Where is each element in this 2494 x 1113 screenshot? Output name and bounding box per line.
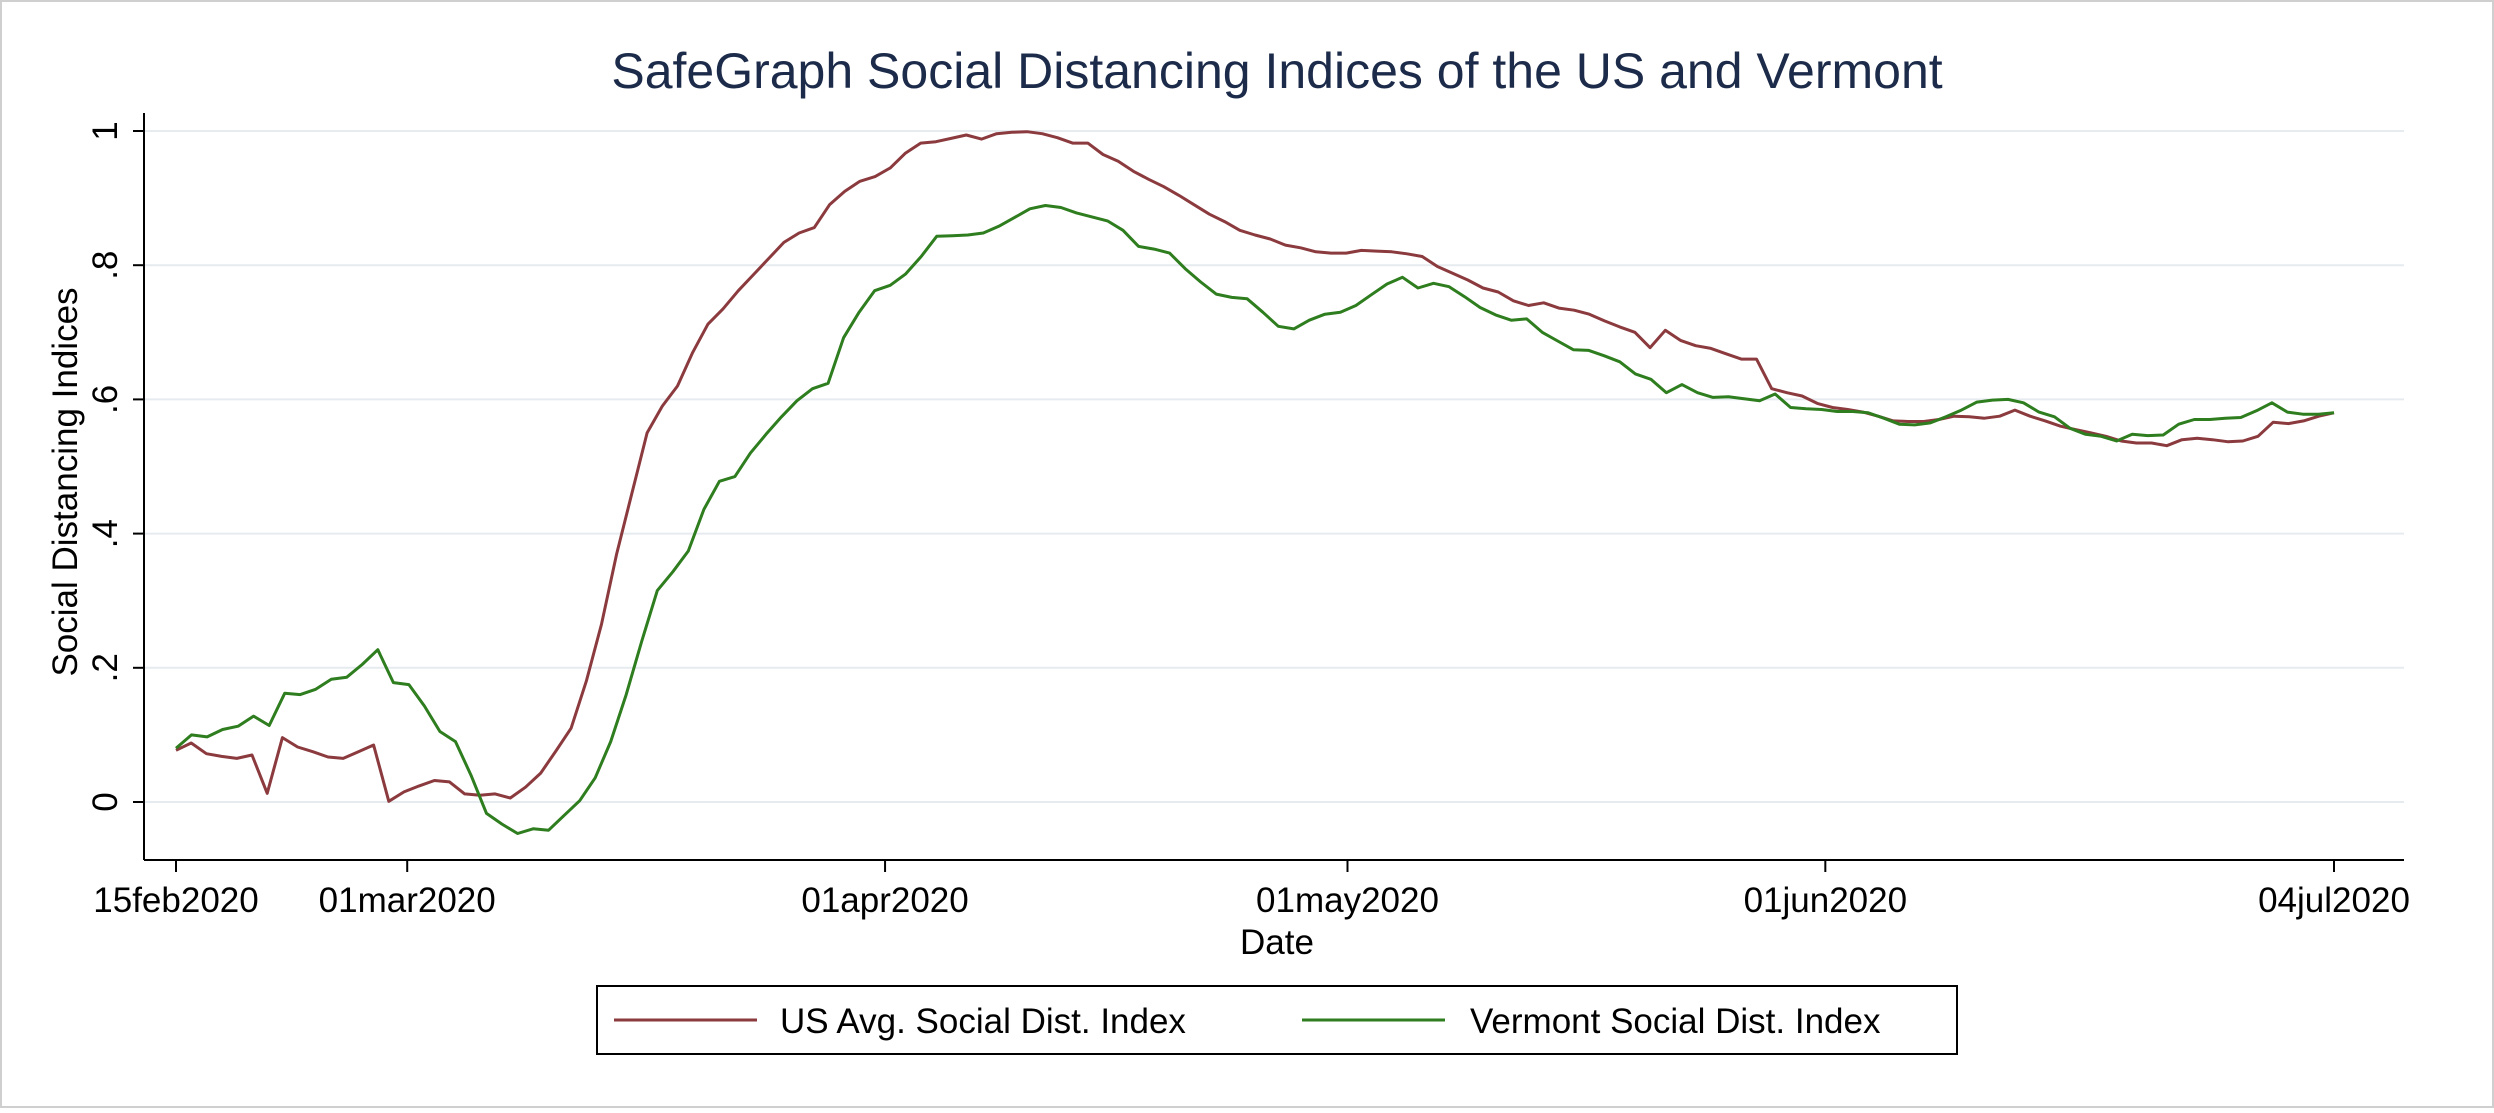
y-ticks: 0 .2 .4 .6 .8 1 (86, 121, 144, 812)
x-axis-title: Date (1240, 923, 1314, 962)
y-tick-label: .4 (86, 519, 125, 548)
x-tick-label: 01mar2020 (319, 881, 496, 920)
series-line-vermont (175, 204, 2335, 835)
legend-box (596, 985, 1958, 1055)
x-tick-label: 01may2020 (1256, 881, 1439, 920)
x-tick-label: 15feb2020 (93, 881, 258, 920)
series-layer (175, 130, 2335, 835)
legend-label-us: US Avg. Social Dist. Index (780, 1002, 1186, 1041)
legend: US Avg. Social Dist. Index Vermont Socia… (596, 985, 1958, 1055)
x-tick-label: 01apr2020 (801, 881, 968, 920)
y-tick-label: 1 (86, 121, 125, 140)
series-line-us (175, 130, 2335, 803)
y-tick-label: .8 (86, 251, 125, 280)
x-tick-label: 01jun2020 (1744, 881, 1908, 920)
x-tick-label: 04jul2020 (2258, 881, 2410, 920)
legend-label-vermont: Vermont Social Dist. Index (1470, 1002, 1881, 1041)
chart-title: SafeGraph Social Distancing Indices of t… (611, 43, 1942, 99)
y-tick-label: 0 (86, 792, 125, 811)
y-axis-title: Social Distancing Indices (46, 287, 85, 676)
gridlines (145, 130, 2404, 803)
x-ticks: 15feb2020 01mar2020 01apr2020 01may2020 01ju… (93, 860, 2410, 920)
y-tick-label: .6 (86, 385, 125, 414)
y-tick-label: .2 (86, 653, 125, 682)
